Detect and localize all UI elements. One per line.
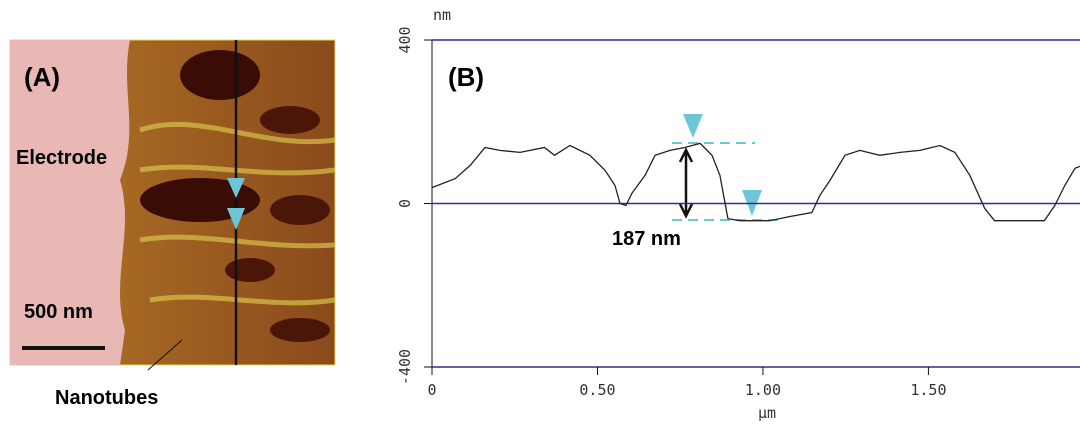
electrode-label: Electrode	[16, 147, 107, 169]
profile-line	[431, 142, 1080, 222]
nanotubes-label: Nanotubes	[55, 387, 158, 409]
panel-label: (B)	[448, 62, 484, 92]
panel-label: (A)	[24, 62, 60, 92]
pore	[270, 195, 330, 225]
cursor-markers	[683, 114, 762, 216]
pore	[225, 258, 275, 282]
y-tick-label: 400	[396, 26, 414, 53]
afm-image: (A) Electrode 500 nm Nanotubes	[9, 39, 336, 409]
x-tick-label: 0.50	[579, 381, 615, 399]
nanotube-strands	[139, 121, 336, 306]
x-axis-label: µm	[758, 404, 776, 422]
y-tick-label: 0	[396, 199, 414, 208]
pore	[270, 318, 330, 342]
pore	[180, 50, 260, 100]
profile-annotations	[672, 114, 780, 221]
pointer-line	[147, 339, 183, 371]
height-annotation: 187 nm	[612, 228, 681, 250]
height-arrow	[678, 147, 694, 219]
electrode-region	[10, 40, 130, 365]
cursor-markers	[227, 178, 245, 230]
y-unit: nm	[433, 6, 451, 24]
y-tick-label: -400	[396, 349, 414, 385]
pore	[260, 106, 320, 134]
x-tick-label: 1.00	[745, 381, 781, 399]
x-tick-label: 1.50	[910, 381, 946, 399]
x-tick-label: 0	[427, 381, 436, 399]
scale-label: 500 nm	[24, 301, 93, 323]
